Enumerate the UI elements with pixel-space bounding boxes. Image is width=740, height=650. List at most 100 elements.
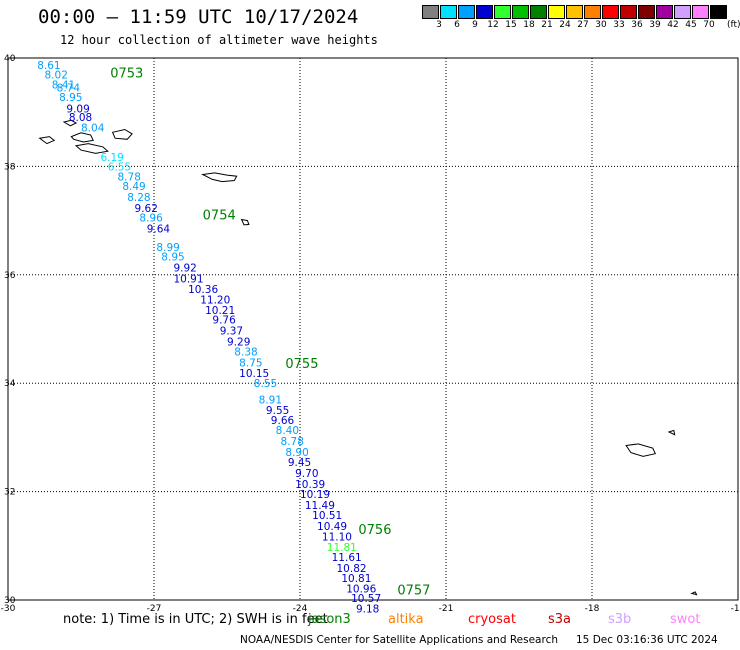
map-frame	[7, 57, 739, 601]
wave-height-value: 9.37	[220, 325, 243, 337]
wave-height-value: 10.51	[312, 510, 342, 522]
wave-height-value: 8.90	[285, 447, 308, 459]
wave-height-value: 9.66	[271, 415, 295, 427]
satellite-name: swot	[670, 612, 701, 627]
wave-height-value: 11.81	[327, 542, 357, 554]
track-labels: 0753 0754 0755 0756 0757	[110, 67, 430, 599]
page-title: 00:00 – 11:59 UTC 10/17/2024	[38, 6, 359, 28]
wave-height-value: 9.70	[295, 468, 318, 480]
lat-tick-label: 36	[4, 271, 16, 281]
wave-height-value: 10.21	[205, 305, 235, 317]
legend-swatch	[440, 5, 457, 19]
legend-label: 42	[667, 20, 679, 30]
island-outline	[38, 136, 56, 145]
legend-label: 24	[559, 20, 571, 30]
track-time-label: 0755	[285, 357, 318, 372]
lat-tick-label: 38	[4, 162, 16, 172]
legend-label: 33	[613, 20, 625, 30]
legend-label: 9	[472, 20, 478, 30]
legend-swatch	[494, 5, 511, 19]
legend-swatch	[584, 5, 601, 19]
track-time-label: 0754	[203, 209, 236, 224]
wave-height-value: 10.96	[346, 583, 376, 595]
wave-height-value: 9.55	[266, 405, 289, 417]
wave-height-value: 10.81	[341, 573, 371, 585]
lon-tick-label: -24	[293, 604, 308, 614]
island-outline	[201, 172, 238, 183]
footer: NOAA/NESDIS Center for Satellite Applica…	[240, 634, 718, 646]
island-outline	[625, 443, 657, 457]
satellite-name: s3b	[608, 612, 632, 627]
lon-tick-label: -15	[731, 604, 740, 614]
wave-height-value: 11.20	[200, 295, 230, 307]
wave-height-value: 9.64	[147, 224, 171, 236]
wave-height-value: 8.91	[259, 394, 282, 406]
legend-label: 18	[523, 20, 535, 30]
lat-tick-label: 40	[4, 54, 16, 64]
legend-labels: (ft) 3 6 9 12 15 18 21 24 27 30 33 36 39 42 45 70	[422, 19, 740, 33]
track-time-label: 0756	[358, 523, 391, 538]
legend-swatch	[638, 5, 655, 19]
legend-label: 30	[595, 20, 607, 30]
wave-height-value: 10.39	[295, 479, 325, 491]
island-outline	[74, 143, 109, 154]
lon-tick-label: -27	[147, 604, 162, 614]
satellite-name: altika	[388, 612, 424, 627]
legend-swatch	[692, 5, 709, 19]
legend-swatches	[422, 5, 740, 19]
wave-height-value: 9.92	[173, 263, 196, 275]
wave-height-value: 8.04	[81, 123, 105, 135]
wave-height-value: 9.18	[356, 603, 379, 615]
lat-tick-label: 30	[4, 596, 16, 606]
wave-height-value: 8.40	[276, 425, 299, 437]
wave-height-value: 10.57	[351, 593, 381, 605]
island-outline	[70, 132, 94, 143]
legend-label: 6	[454, 20, 460, 30]
legend-label: 3	[436, 20, 442, 30]
wave-height-value: 8.08	[69, 112, 92, 124]
grid-lines	[8, 58, 738, 600]
footer-credit: NOAA/NESDIS Center for Satellite Applica…	[240, 634, 558, 646]
island-outline	[62, 119, 78, 127]
legend-swatch	[620, 5, 637, 19]
legend-label: 15	[505, 20, 517, 30]
island-outline	[240, 218, 250, 226]
wave-height-value: 9.09	[66, 104, 89, 116]
legend-label: 39	[649, 20, 661, 30]
island-outline	[111, 128, 133, 140]
color-legend: (ft) 3 6 9 12 15 18 21 24 27 30 33 36 39 42 45 70	[422, 5, 740, 33]
coastlines	[38, 119, 698, 596]
legend-swatch	[566, 5, 583, 19]
wave-height-value: 8.02	[45, 70, 68, 82]
wave-height-value: 8.78	[281, 436, 304, 448]
wave-height-value: 8.49	[122, 181, 145, 193]
page-subtitle: 12 hour collection of altimeter wave hei…	[60, 33, 378, 47]
wave-height-value: 8.75	[239, 357, 262, 369]
wave-height-value: 11.61	[332, 552, 362, 564]
wave-height-value: 8.99	[156, 242, 179, 254]
legend-swatch	[656, 5, 673, 19]
legend-label: 12	[487, 20, 499, 30]
legend-swatch	[458, 5, 475, 19]
wave-height-value: 10.82	[337, 563, 367, 575]
legend-swatch	[476, 5, 493, 19]
wave-height-value: 10.36	[188, 284, 218, 296]
track-time-label: 0753	[110, 67, 143, 82]
wave-height-value: 8.74	[57, 83, 81, 95]
satellite-name: cryosat	[468, 612, 516, 627]
legend-swatch	[512, 5, 529, 19]
wave-height-value: 10.15	[239, 368, 269, 380]
legend-swatch	[602, 5, 619, 19]
lon-tick-label: -21	[439, 604, 454, 614]
legend-swatch	[530, 5, 547, 19]
legend-swatch	[548, 5, 565, 19]
wave-height-value: 8.95	[59, 92, 82, 104]
island-outline	[690, 591, 698, 596]
wave-height-value: 8.61	[37, 60, 60, 72]
lon-tick-label: -18	[585, 604, 600, 614]
wave-height-value: 10.49	[317, 521, 347, 533]
island-outline	[667, 429, 676, 436]
wave-height-value: 8.78	[118, 171, 141, 183]
wave-height-value: 8.38	[234, 347, 257, 359]
